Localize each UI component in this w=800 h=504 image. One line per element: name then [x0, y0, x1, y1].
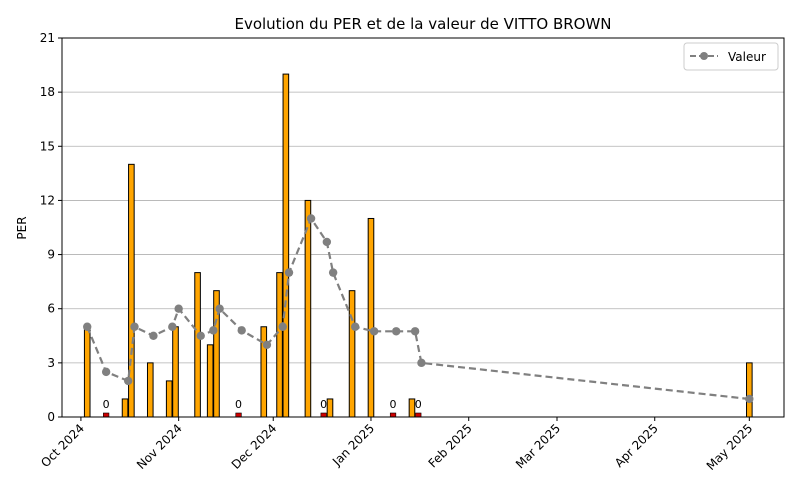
- per-bar: [206, 344, 214, 418]
- per-bar: [121, 398, 129, 418]
- valeur-point: [284, 268, 294, 277]
- valeur-point: [215, 304, 224, 313]
- valeur-point: [306, 214, 316, 223]
- valeur-point: [328, 268, 338, 277]
- legend-entry-valeur: Valeur: [728, 50, 766, 64]
- y-tick-label: 21: [40, 31, 55, 45]
- valeur-point: [410, 327, 420, 336]
- valeur-point: [392, 327, 401, 336]
- valeur-point: [168, 322, 177, 331]
- legend-box: [683, 42, 779, 71]
- per-bar: [348, 290, 356, 418]
- y-tick-label: 0: [47, 410, 55, 424]
- per-bar: [746, 362, 753, 418]
- legend-marker-sample: [700, 52, 708, 60]
- zero-value-label: 0: [103, 398, 110, 411]
- per-bar: [146, 362, 154, 418]
- valeur-point: [101, 367, 111, 377]
- x-tick-label: Dec 2024: [229, 421, 280, 472]
- per-bar: [194, 272, 201, 418]
- y-axis-label: PER: [15, 216, 29, 239]
- per-bar: [282, 73, 290, 418]
- valeur-point: [124, 376, 133, 386]
- y-tick-label: 15: [40, 139, 55, 153]
- per-bar-zero: [415, 412, 422, 418]
- grid-lines: [62, 91, 784, 364]
- valeur-point: [196, 331, 205, 340]
- per-bar-zero: [389, 412, 397, 418]
- y-tick-label: 18: [40, 85, 55, 99]
- per-bar-zero: [320, 412, 327, 418]
- valeur-point: [174, 304, 183, 313]
- valeur-point: [322, 237, 332, 247]
- valeur-point: [130, 322, 139, 331]
- valeur-point: [149, 331, 158, 340]
- zero-labels: 0 0 0 0 0: [103, 398, 422, 411]
- x-tick-label: Mar 2025: [513, 421, 563, 471]
- per-bar: [83, 326, 91, 418]
- chart-title: Evolution du PER et de la valeur de VITT…: [234, 15, 611, 33]
- zero-value-label: 0: [320, 398, 327, 411]
- valeur-point: [351, 322, 360, 331]
- x-tick-label: Oct 2024: [38, 421, 87, 470]
- per-bar: [276, 272, 283, 418]
- x-tick-label: May 2025: [704, 421, 756, 473]
- per-bar: [326, 398, 334, 418]
- per-bar: [260, 326, 268, 418]
- valeur-point: [369, 327, 379, 336]
- plot-frame: [61, 37, 785, 418]
- per-bar: [172, 326, 179, 418]
- per-bar: [367, 217, 375, 418]
- zero-value-label: 0: [415, 398, 422, 411]
- valeur-point: [417, 358, 426, 368]
- valeur-point: [745, 394, 754, 404]
- valeur-point: [237, 326, 246, 335]
- valeur-point: [83, 322, 92, 331]
- valeur-point: [262, 340, 272, 350]
- axes: 0 3 6 9 12 15 18 21 Oct 2024 Nov 2024 Dec 2024 Jan …: [38, 31, 755, 473]
- per-bar-zero: [235, 412, 242, 418]
- x-tick-label: Apr 2025: [612, 421, 661, 470]
- y-tick-label: 6: [47, 302, 55, 316]
- y-tick-label: 9: [47, 248, 55, 262]
- per-bar: [165, 380, 173, 418]
- legend[interactable]: Valeur: [683, 42, 779, 71]
- zero-value-label: 0: [390, 398, 397, 411]
- valeur-point: [278, 322, 287, 331]
- per-bar-zero: [103, 412, 110, 418]
- zero-value-label: 0: [235, 398, 242, 411]
- x-tick-label: Nov 2024: [134, 421, 185, 472]
- valeur-point: [209, 326, 218, 335]
- x-tick-label: Jan 2025: [329, 421, 377, 469]
- valeur-series: [83, 214, 754, 404]
- x-tick-label: Feb 2025: [426, 421, 475, 470]
- y-tick-label: 12: [40, 193, 55, 207]
- y-tick-label: 3: [47, 356, 55, 370]
